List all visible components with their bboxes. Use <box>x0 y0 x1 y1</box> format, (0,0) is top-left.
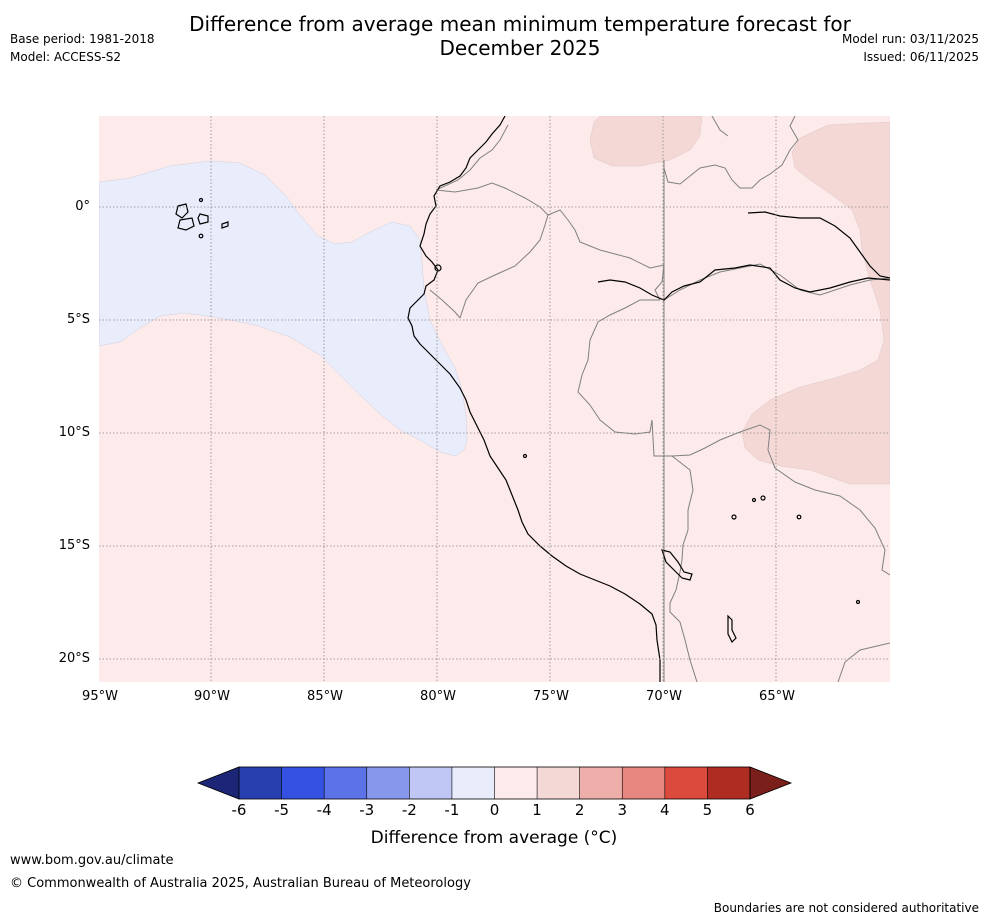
colorbar-segment <box>579 767 623 799</box>
title-line-2: December 2025 <box>439 36 601 60</box>
colorbar-tick-label: 0 <box>489 801 500 819</box>
model-name: Model: ACCESS-S2 <box>10 50 122 64</box>
lat-label-15s: 15°S <box>58 538 90 553</box>
gridlines <box>99 116 890 682</box>
issued-date: Issued: 06/11/2025 <box>863 50 979 64</box>
title-line-1: Difference from average mean minimum tem… <box>189 12 851 36</box>
meta-left: Base period: 1981-2018 Model: ACCESS-S2 <box>10 30 155 66</box>
colorbar-segment <box>366 767 410 799</box>
colorbar-label: Difference from average (°C) <box>370 828 618 848</box>
boundaries-note: Boundaries are not considered authoritat… <box>713 901 979 915</box>
lon-label-75w: 75°W <box>533 689 569 704</box>
colorbar-tick-label: 4 <box>660 801 670 819</box>
colorbar-tick-label: -6 <box>231 801 247 819</box>
colorbar-segment <box>537 767 580 799</box>
colorbar-segment <box>664 767 708 799</box>
colorbar-extend-high <box>749 766 793 800</box>
lon-label-80w: 80°W <box>420 689 456 704</box>
copyright-notice: © Commonwealth of Australia 2025, Austra… <box>10 876 471 891</box>
lat-label-20s: 20°S <box>58 651 90 666</box>
colorbar-segment <box>451 767 495 799</box>
colorbar-tick-label: -4 <box>316 801 332 819</box>
lon-label-85w: 85°W <box>307 689 343 704</box>
warm-anomaly-region-east <box>741 121 890 485</box>
colorbar-tick-label: -2 <box>401 801 417 819</box>
colorbar-segment <box>239 767 282 799</box>
cool-anomaly-region <box>99 160 468 457</box>
colorbar-tick-label: 3 <box>617 801 628 819</box>
lat-label-0: 0° <box>75 199 90 214</box>
colorbar-tick-label: 1 <box>532 801 542 819</box>
colorbar-tick-label: -3 <box>359 801 375 819</box>
chart-title: Difference from average mean minimum tem… <box>160 12 880 60</box>
colorbar-tick-label: 6 <box>745 801 755 819</box>
base-period: Base period: 1981-2018 <box>10 32 155 46</box>
colorbar-segment <box>622 767 665 799</box>
lon-label-70w: 70°W <box>646 689 682 704</box>
meta-right: Model run: 03/11/2025 Issued: 06/11/2025 <box>842 30 979 66</box>
warm-anomaly-region-north <box>589 116 703 167</box>
colorbar-segment <box>707 767 750 799</box>
lon-label-65w: 65°W <box>759 689 795 704</box>
colorbar-extend-low <box>196 766 240 800</box>
colorbar-segments <box>196 766 793 800</box>
colorbar-tick-label: 5 <box>702 801 713 819</box>
colorbar-tick-label: -5 <box>274 801 290 819</box>
lon-label-95w: 95°W <box>82 689 118 704</box>
colorbar-segment <box>324 767 367 799</box>
colorbar-segment <box>409 767 452 799</box>
coastlines <box>175 116 890 682</box>
colorbar-tick-label: -1 <box>444 801 460 819</box>
colorbar-segment <box>281 767 325 799</box>
lon-label-90w: 90°W <box>194 689 230 704</box>
website-url: www.bom.gov.au/climate <box>10 853 174 868</box>
lat-label-10s: 10°S <box>58 425 90 440</box>
model-run: Model run: 03/11/2025 <box>841 32 979 46</box>
colorbar-tick-label: 2 <box>574 801 585 819</box>
colorbar-segment <box>494 767 538 799</box>
lat-label-5s: 5°S <box>66 312 90 327</box>
